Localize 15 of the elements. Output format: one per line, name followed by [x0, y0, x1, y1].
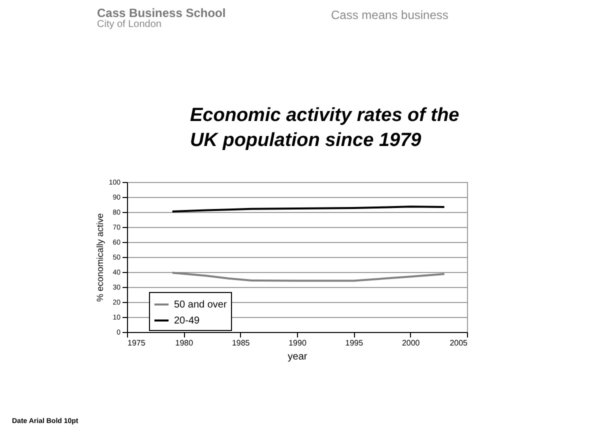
legend-label: 50 and over [174, 300, 228, 310]
y-axis-title: % economically active [94, 213, 105, 302]
x-tick-label: 2005 [450, 338, 468, 348]
text: Cass means business [331, 8, 448, 22]
x-tick-label: 1985 [232, 338, 250, 348]
chart-title: Economic activity rates of the UK population since 1979 [190, 105, 460, 151]
x-tick-label: 2000 [402, 338, 420, 348]
legend-label: 20-49 [174, 316, 200, 326]
x-axis-title: year [288, 352, 308, 362]
x-tick-label: 1990 [288, 338, 307, 348]
x-tick-label: 1975 [128, 338, 146, 348]
x-tick-label: 1995 [345, 338, 364, 348]
x-tick-label: 1980 [175, 338, 194, 348]
text: City of London [97, 19, 162, 30]
text: Cass Business School [97, 6, 226, 20]
